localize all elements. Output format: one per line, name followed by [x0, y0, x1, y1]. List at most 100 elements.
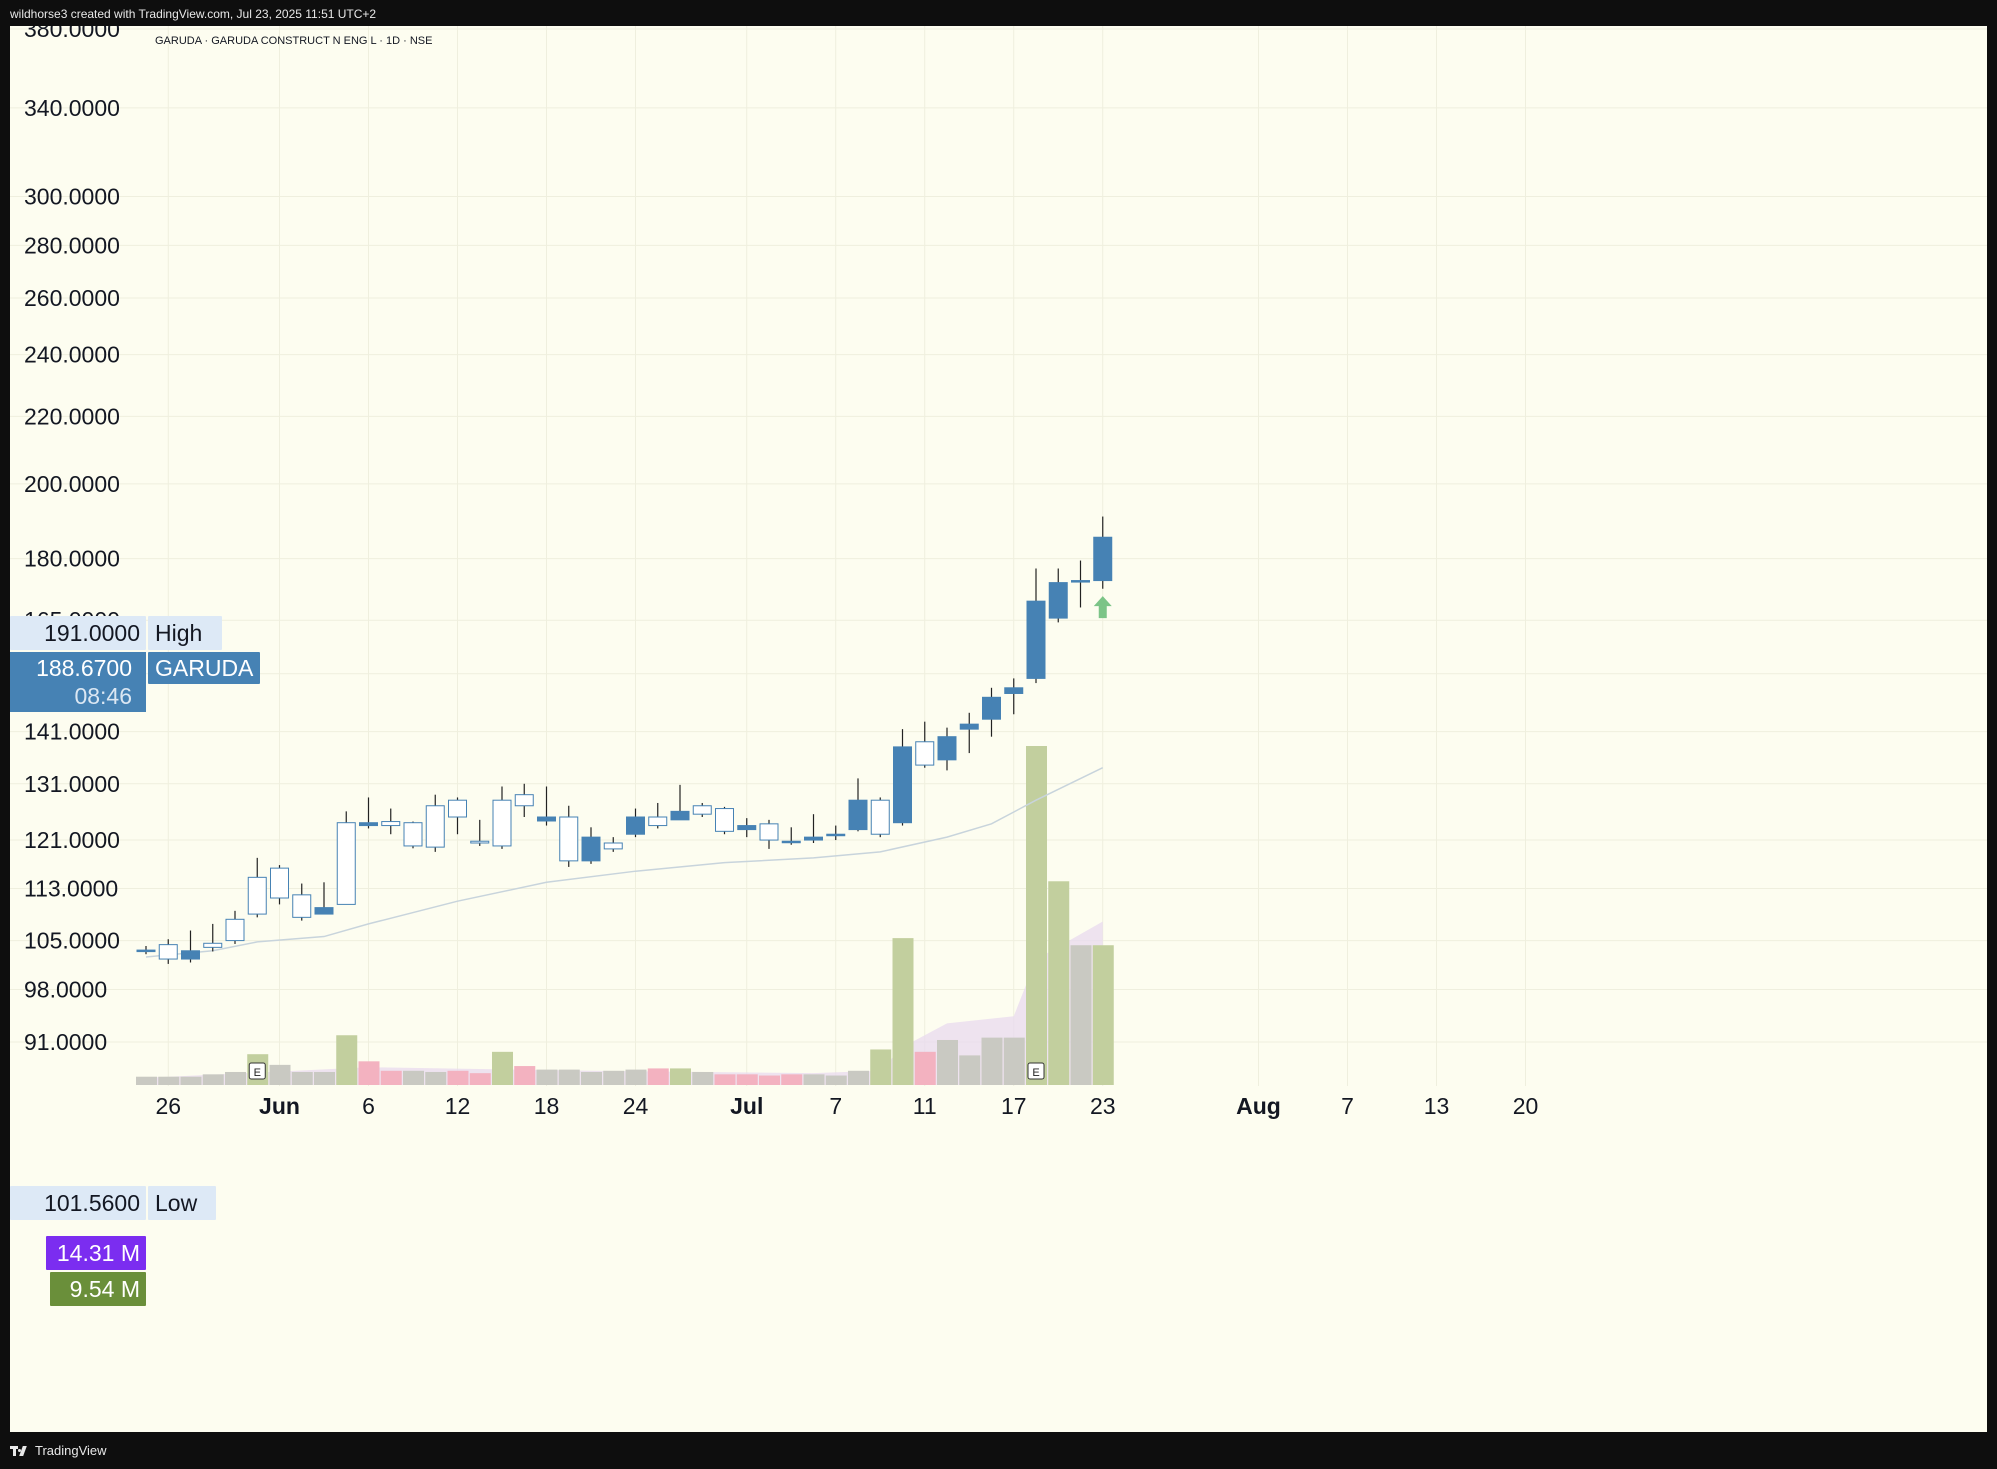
x-tick-label: 17: [1001, 1093, 1027, 1119]
volume-bar: [469, 1073, 491, 1085]
volume-bar: [403, 1070, 424, 1085]
earnings-marker-box: [1027, 1062, 1045, 1080]
x-tick-label: 6: [362, 1093, 375, 1119]
candle-body: [1004, 687, 1024, 694]
volume-bar: [202, 1074, 224, 1085]
volume-bar: [336, 1035, 358, 1085]
volume-bar: [180, 1076, 202, 1085]
candle: [537, 786, 556, 826]
low-label-badge: Low: [148, 1186, 216, 1220]
volume-bar: [892, 938, 914, 1085]
volume-bar: [647, 1068, 669, 1085]
volume-bar: [136, 1076, 157, 1085]
x-tick-label: 7: [1341, 1093, 1354, 1119]
candle-body: [292, 894, 312, 918]
volume-bar: [425, 1071, 447, 1085]
candle-body: [1026, 600, 1046, 679]
candle-body: [1093, 536, 1113, 582]
volume-bar: [158, 1076, 180, 1085]
candle-body: [915, 741, 935, 766]
candle-body: [181, 950, 200, 960]
y-tick-label: 280.0000: [24, 232, 120, 258]
candle: [359, 797, 378, 829]
volume-bar: [514, 1066, 536, 1085]
x-tick-label: 7: [829, 1093, 842, 1119]
y-tick-label: 340.0000: [24, 95, 120, 121]
candle: [136, 946, 156, 955]
volume-bar: [825, 1075, 847, 1085]
volume-bar: [914, 1051, 936, 1085]
volume-bar: [959, 1055, 981, 1085]
candle: [425, 794, 445, 852]
volume-bar: [492, 1051, 513, 1085]
candle-body: [425, 805, 445, 848]
candle-body: [648, 816, 668, 827]
volume-badge-text: 9.54 M: [70, 1276, 140, 1302]
chart-title: GARUDA · GARUDA CONSTRUCT N ENG L · 1D ·…: [155, 35, 432, 47]
price-chart[interactable]: E E 380.0000 340.0000 300.0000 280.0000 260.00…: [10, 26, 1987, 1432]
candle: [247, 857, 267, 918]
candle: [270, 865, 289, 905]
candle: [915, 721, 935, 768]
candle: [826, 825, 846, 841]
price-badge-value: 188.6700: [36, 655, 132, 681]
candle-body: [448, 799, 467, 818]
high-value-badge-bg: [10, 616, 146, 650]
volume-ma-badge-bg: [46, 1236, 146, 1270]
volume-bar: [1026, 746, 1047, 1085]
candle: [715, 806, 734, 835]
candle-body: [336, 822, 356, 905]
volume-bar: [1003, 1037, 1025, 1085]
candle-body: [1048, 582, 1068, 619]
candle-body: [158, 944, 178, 960]
low-label-badge-bg: [148, 1186, 216, 1220]
volume-bar: [937, 1039, 958, 1085]
tradingview-logo-icon: [10, 1445, 30, 1457]
x-axis-labels: 26 Jun 6 12 18 24 Jul 7 11 17 23 Aug 7 13 20: [155, 1093, 1538, 1119]
signal-arrow-icon: [1093, 596, 1112, 619]
x-tick-label: 18: [534, 1093, 560, 1119]
candle: [1071, 560, 1090, 608]
price-badge-countdown: 08:46: [74, 683, 132, 709]
candle-body: [359, 822, 378, 827]
candle: [448, 797, 467, 835]
volume-bar: [314, 1071, 335, 1085]
candle-body: [314, 907, 334, 915]
candle: [893, 729, 912, 826]
price-symbol-badge-text: GARUDA: [155, 655, 254, 681]
low-label-badge-text: Low: [155, 1190, 198, 1216]
tradingview-logo-text: TradingView: [35, 1443, 107, 1458]
candle-body: [781, 840, 801, 844]
candle: [381, 808, 401, 835]
price-symbol-badge: GARUDA: [148, 652, 260, 684]
volume-bar: [1048, 881, 1070, 1085]
high-label-badge-bg: [148, 616, 222, 650]
volume-bar: [225, 1071, 246, 1085]
y-tick-label: 200.0000: [24, 471, 120, 497]
candle-body: [737, 825, 757, 831]
candle: [937, 727, 957, 771]
candle-body: [1071, 580, 1090, 583]
candle: [181, 930, 200, 963]
y-tick-label: 98.0000: [24, 976, 107, 1002]
candle-body: [225, 918, 245, 942]
candle: [470, 819, 490, 846]
volume-bar: [269, 1064, 291, 1085]
moving-average-line: [145, 767, 1104, 958]
high-label-badge-text: High: [155, 620, 202, 646]
candle: [1093, 516, 1113, 589]
earnings-marker-label: E: [1032, 1067, 1039, 1079]
candle-body: [247, 876, 267, 915]
volume-bar: [692, 1071, 714, 1085]
candle: [1004, 678, 1024, 715]
candle-body: [136, 949, 156, 953]
candle-body: [670, 810, 690, 821]
tradingview-logo[interactable]: TradingView: [10, 1443, 107, 1458]
volume-bar: [625, 1069, 647, 1085]
volume-bar: [558, 1069, 580, 1085]
chart-area[interactable]: E E 380.0000 340.0000 300.0000 280.0000 260.00…: [10, 26, 1987, 1432]
x-tick-label: 11: [913, 1093, 937, 1119]
candle-body: [804, 836, 823, 841]
low-value-badge-text: 101.5600: [44, 1190, 140, 1216]
candle: [804, 814, 823, 843]
